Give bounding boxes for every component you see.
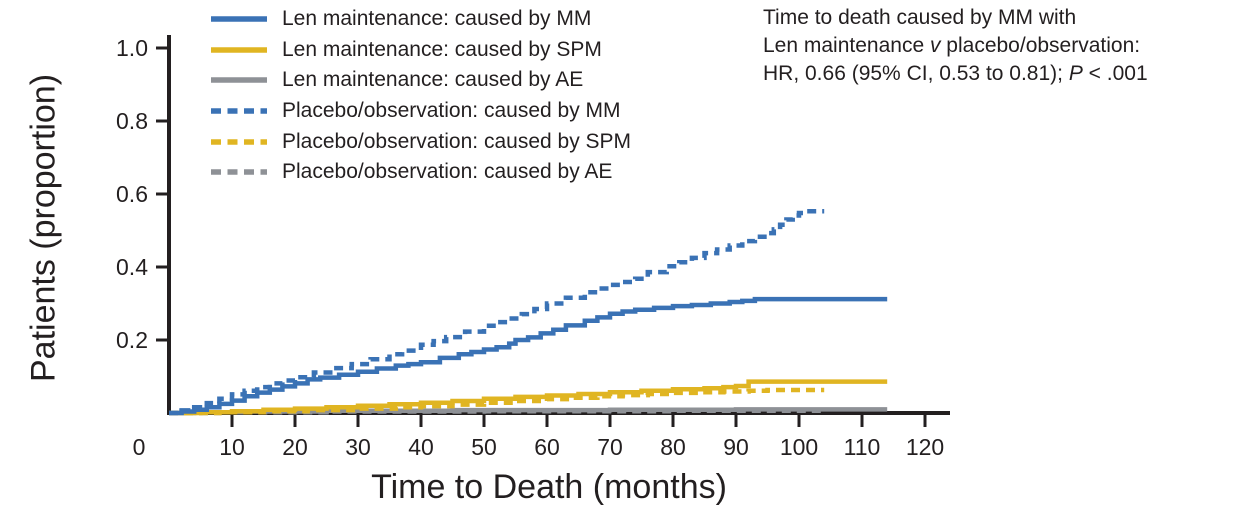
data-curves xyxy=(169,208,888,416)
x-tick-label: 120 xyxy=(906,434,944,460)
legend-label: Placebo/observation: caused by AE xyxy=(282,160,613,184)
legend: Len maintenance: caused by MM Len mainten… xyxy=(210,4,631,188)
x-tick-label: 0 xyxy=(133,434,146,460)
x-tick-label: 50 xyxy=(471,434,497,460)
y-axis-title: Patients (proportion) xyxy=(24,73,63,383)
legend-swatch xyxy=(211,169,267,176)
legend-item-1: Len maintenance: caused by SPM xyxy=(210,35,631,66)
x-tick-label: 110 xyxy=(844,434,881,460)
legend-swatch xyxy=(211,108,267,114)
series-curve-0 xyxy=(169,296,888,416)
legend-item-4: Placebo/observation: caused by SPM xyxy=(210,126,631,157)
legend-item-0: Len maintenance: caused by MM xyxy=(210,4,631,35)
x-tick-label: 80 xyxy=(660,434,686,460)
legend-item-3: Placebo/observation: caused by MM xyxy=(210,96,631,127)
x-axis-title: Time to Death (months) xyxy=(371,468,727,506)
legend-swatch xyxy=(211,47,267,53)
legend-label: Placebo/observation: caused by SPM xyxy=(282,129,632,153)
x-tick-label: 70 xyxy=(597,434,623,460)
legend-swatch xyxy=(211,16,267,23)
series-curve-1 xyxy=(169,379,888,416)
x-tick-label: 40 xyxy=(408,434,434,460)
annotation-line-2: Len maintenance v placebo/observation: xyxy=(763,34,1141,57)
annotation-line-1: Time to death caused by MM with xyxy=(763,6,1077,29)
y-tick-label: 0.2 xyxy=(116,327,148,353)
series-curve-3 xyxy=(169,208,825,416)
legend-label: Len maintenance: caused by MM xyxy=(282,7,592,31)
series-curve-4 xyxy=(169,387,825,416)
annotation: Time to death caused by MM with Len main… xyxy=(763,4,1148,88)
y-tick-label: 0.8 xyxy=(116,108,148,134)
legend-label: Len maintenance: caused by SPM xyxy=(282,37,602,61)
legend-swatch xyxy=(211,138,267,145)
legend-label: Placebo/observation: caused by MM xyxy=(282,99,621,123)
y-tick-label: 0.6 xyxy=(116,181,148,207)
annotation-line-3: HR, 0.66 (95% CI, 0.53 to 0.81); P < .00… xyxy=(763,62,1148,85)
x-tick-label: 30 xyxy=(345,434,371,460)
x-tick-label: 100 xyxy=(780,434,818,460)
legend-label: Len maintenance: caused by AE xyxy=(282,68,584,92)
legend-item-5: Placebo/observation: caused by AE xyxy=(210,157,631,188)
x-tick-label: 60 xyxy=(534,434,560,460)
legend-swatch xyxy=(211,77,267,84)
y-tick-label: 0.4 xyxy=(116,254,148,280)
axis-ticks: 0 10 20 30 40 50 60 70 80 90 100 110 120 0.2 0.4 0.6 0.8… xyxy=(116,35,944,460)
x-tick-label: 20 xyxy=(282,434,308,460)
x-tick-label: 10 xyxy=(219,434,245,460)
y-tick-label: 1.0 xyxy=(116,35,148,61)
legend-item-2: Len maintenance: caused by AE xyxy=(210,65,631,96)
x-tick-label: 90 xyxy=(723,434,749,460)
